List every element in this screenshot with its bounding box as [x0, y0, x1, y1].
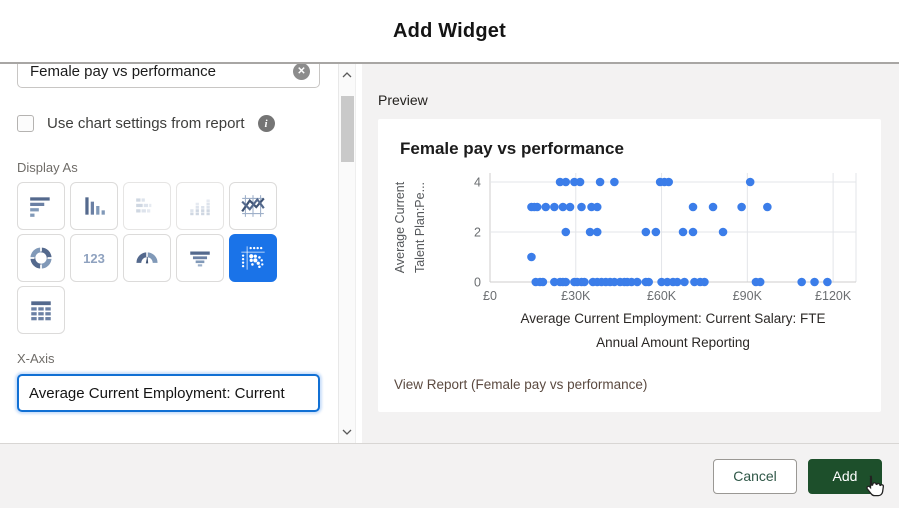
- svg-text:£90K: £90K: [733, 289, 763, 303]
- line-chart-icon: [241, 195, 265, 217]
- scatter-chart-icon: [241, 246, 265, 270]
- svg-text:123: 123: [83, 251, 105, 266]
- svg-text:4: 4: [474, 176, 481, 190]
- chart-type-gauge[interactable]: [123, 234, 171, 282]
- chart-title: Female pay vs performance: [400, 139, 624, 158]
- left-pane-scrollbar[interactable]: [338, 64, 356, 443]
- clear-icon[interactable]: ✕: [293, 64, 310, 80]
- add-button[interactable]: Add: [808, 458, 882, 494]
- svg-text:£30K: £30K: [561, 289, 591, 303]
- dialog-footer: Cancel Add: [0, 443, 899, 508]
- chart-type-funnel[interactable]: [176, 234, 224, 282]
- chart-type-bar-vertical[interactable]: [70, 182, 118, 230]
- pane-gap: [356, 64, 362, 443]
- dialog-content: ✕ Use chart settings from report i Displ…: [0, 62, 899, 443]
- metric-123-icon: 123: [83, 251, 105, 266]
- svg-text:£120K: £120K: [815, 289, 852, 303]
- bar-horizontal-icon: [30, 197, 50, 217]
- stacked-bar-horizontal-icon: [136, 198, 152, 213]
- svg-text:Annual Amount Reporting: Annual Amount Reporting: [596, 335, 750, 350]
- svg-text:Average Current Employment: Cu: Average Current Employment: Current Sala…: [520, 311, 825, 326]
- widget-settings-pane: ✕ Use chart settings from report i Displ…: [0, 64, 338, 443]
- chart-type-stacked-bar-horizontal[interactable]: [123, 182, 171, 230]
- dialog-title: Add Widget: [393, 19, 506, 42]
- widget-title-field: ✕: [17, 64, 320, 88]
- scroll-up-icon[interactable]: [338, 64, 356, 86]
- chart-type-grid: 123: [17, 182, 287, 334]
- dialog-header: Add Widget: [0, 0, 899, 62]
- scrollbar-thumb[interactable]: [341, 96, 354, 162]
- chart-type-metric[interactable]: 123: [70, 234, 118, 282]
- svg-text:Talent Plan:Pe...: Talent Plan:Pe...: [413, 182, 427, 273]
- svg-text:£0: £0: [483, 289, 497, 303]
- view-report-link[interactable]: View Report (Female pay vs performance): [394, 377, 648, 392]
- chart-type-line[interactable]: [229, 182, 277, 230]
- scroll-down-icon[interactable]: [338, 421, 356, 443]
- svg-text:0: 0: [474, 276, 481, 290]
- preview-card: Female pay vs performance £0 £30K £60K £90K…: [378, 119, 881, 412]
- svg-text:Average Current: Average Current: [393, 181, 407, 273]
- svg-text:£60K: £60K: [647, 289, 677, 303]
- x-axis-label: X-Axis: [17, 351, 55, 366]
- preview-pane: Preview Female pay vs performance £0 £30K…: [362, 64, 899, 443]
- use-chart-settings-row: Use chart settings from report i: [17, 115, 338, 132]
- chart-type-scatter[interactable]: [229, 234, 277, 282]
- widget-title-input[interactable]: [17, 64, 320, 88]
- info-icon[interactable]: i: [257, 115, 275, 132]
- use-chart-settings-checkbox[interactable]: [17, 115, 34, 132]
- scrollbar-track[interactable]: [339, 86, 355, 421]
- bar-vertical-icon: [85, 197, 105, 215]
- donut-chart-icon: [29, 246, 53, 270]
- table-icon: [31, 301, 51, 321]
- svg-text:2: 2: [474, 226, 481, 240]
- cancel-button[interactable]: Cancel: [713, 458, 797, 494]
- x-axis-input[interactable]: [17, 374, 320, 412]
- gauge-icon: [136, 251, 158, 264]
- display-as-label: Display As: [17, 160, 78, 175]
- stacked-bar-vertical-icon: [190, 199, 210, 216]
- funnel-icon: [190, 251, 210, 267]
- preview-chart-svg: £0 £30K £60K £90K £120K 0 2 4 Average Current Tal…: [393, 173, 857, 350]
- chart-type-bar-horizontal[interactable]: [17, 182, 65, 230]
- use-chart-settings-label: Use chart settings from report: [47, 115, 245, 132]
- chart-type-table[interactable]: [17, 286, 65, 334]
- chart-type-donut[interactable]: [17, 234, 65, 282]
- preview-label: Preview: [378, 92, 428, 108]
- chart-type-stacked-bar-vertical[interactable]: [176, 182, 224, 230]
